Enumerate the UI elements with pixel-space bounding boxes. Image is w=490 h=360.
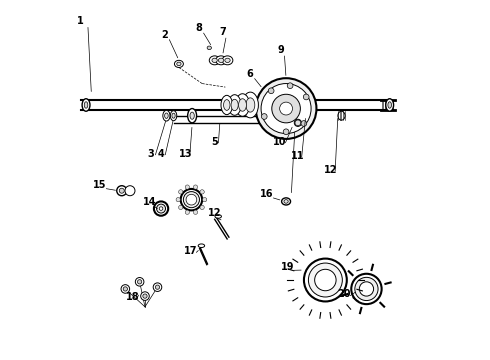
Circle shape (176, 198, 180, 202)
Ellipse shape (315, 269, 336, 291)
Circle shape (185, 185, 190, 189)
Circle shape (141, 292, 149, 300)
Circle shape (178, 205, 183, 210)
Text: 8: 8 (195, 23, 202, 33)
Text: 12: 12 (208, 208, 221, 218)
Circle shape (261, 84, 311, 134)
Ellipse shape (225, 58, 230, 63)
Text: 17: 17 (184, 246, 197, 256)
Ellipse shape (246, 98, 255, 112)
Circle shape (202, 198, 207, 202)
Text: 18: 18 (125, 292, 139, 302)
Ellipse shape (84, 102, 88, 108)
Ellipse shape (355, 277, 378, 301)
Text: 11: 11 (291, 151, 304, 161)
Ellipse shape (117, 186, 127, 196)
Circle shape (135, 278, 144, 286)
Text: 10: 10 (273, 137, 287, 147)
Ellipse shape (294, 119, 301, 126)
Ellipse shape (388, 102, 392, 108)
Ellipse shape (231, 99, 238, 111)
Ellipse shape (304, 258, 347, 301)
Circle shape (121, 285, 130, 293)
Text: 6: 6 (246, 68, 253, 78)
Text: 1: 1 (77, 16, 84, 26)
Ellipse shape (174, 60, 183, 67)
Ellipse shape (125, 186, 135, 196)
Ellipse shape (216, 56, 226, 65)
Ellipse shape (243, 92, 258, 118)
Ellipse shape (171, 111, 177, 121)
Ellipse shape (82, 99, 90, 111)
Text: 20: 20 (338, 289, 351, 298)
Ellipse shape (212, 58, 218, 63)
Circle shape (256, 78, 317, 139)
Ellipse shape (207, 46, 211, 50)
Ellipse shape (359, 282, 373, 296)
Ellipse shape (186, 194, 197, 205)
Circle shape (280, 102, 293, 115)
Circle shape (295, 120, 301, 126)
Circle shape (194, 185, 197, 189)
Text: 13: 13 (179, 149, 193, 159)
Circle shape (261, 114, 267, 120)
Ellipse shape (209, 56, 220, 65)
Text: 9: 9 (277, 45, 284, 55)
Ellipse shape (119, 188, 124, 193)
Ellipse shape (163, 111, 170, 121)
Ellipse shape (154, 202, 168, 216)
Ellipse shape (165, 113, 168, 118)
Text: 15: 15 (93, 180, 107, 190)
Ellipse shape (338, 111, 345, 120)
Ellipse shape (228, 95, 241, 115)
Text: 7: 7 (220, 27, 226, 37)
Text: 2: 2 (161, 30, 168, 40)
Ellipse shape (219, 58, 224, 63)
Text: 16: 16 (260, 189, 274, 199)
Circle shape (194, 210, 197, 214)
Text: 12: 12 (324, 165, 338, 175)
Ellipse shape (183, 192, 199, 208)
Circle shape (138, 280, 142, 284)
Ellipse shape (223, 100, 230, 111)
Circle shape (200, 205, 204, 210)
Circle shape (123, 287, 127, 291)
Circle shape (301, 121, 307, 126)
Circle shape (269, 88, 274, 94)
Ellipse shape (284, 200, 288, 203)
Ellipse shape (386, 99, 393, 111)
Circle shape (143, 294, 147, 298)
Ellipse shape (198, 244, 205, 248)
Circle shape (153, 283, 162, 292)
Ellipse shape (222, 56, 233, 65)
Circle shape (272, 94, 300, 123)
Text: 14: 14 (143, 197, 156, 207)
Text: 5: 5 (211, 137, 218, 147)
Ellipse shape (282, 198, 291, 205)
Circle shape (303, 94, 309, 100)
Circle shape (287, 83, 293, 89)
Ellipse shape (157, 204, 166, 213)
Ellipse shape (177, 62, 181, 66)
Circle shape (155, 285, 160, 289)
Ellipse shape (190, 112, 194, 119)
Text: 3: 3 (147, 149, 154, 159)
Ellipse shape (235, 94, 249, 116)
Circle shape (200, 190, 204, 194)
Circle shape (185, 210, 190, 214)
Ellipse shape (221, 95, 233, 114)
Ellipse shape (181, 189, 202, 210)
Ellipse shape (215, 215, 221, 218)
Ellipse shape (308, 263, 343, 297)
Ellipse shape (351, 274, 382, 304)
Ellipse shape (172, 113, 175, 118)
Ellipse shape (188, 109, 196, 123)
Circle shape (283, 129, 289, 135)
Ellipse shape (159, 207, 163, 210)
Ellipse shape (239, 99, 246, 111)
Circle shape (178, 190, 183, 194)
Text: 19: 19 (281, 262, 294, 272)
Text: 4: 4 (158, 149, 165, 159)
